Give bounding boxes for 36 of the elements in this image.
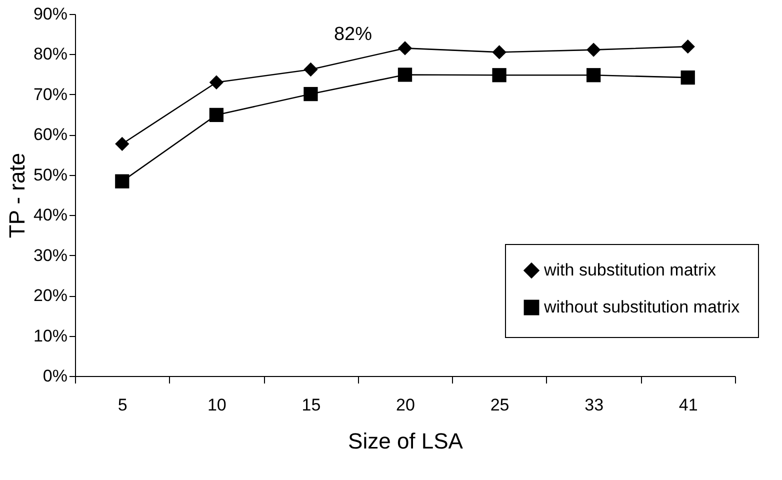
point — [586, 68, 601, 82]
point — [209, 108, 224, 122]
point — [304, 86, 318, 102]
point — [492, 68, 506, 82]
x-tick-label: 41 — [678, 396, 698, 414]
annotation: 82% — [334, 24, 372, 46]
x-tick-label: 25 — [490, 396, 510, 414]
point — [586, 42, 601, 57]
point — [209, 75, 224, 90]
point — [115, 136, 130, 151]
y-tick-label: 80% — [33, 44, 68, 64]
x-tick-label: 33 — [584, 396, 604, 414]
point — [680, 40, 695, 54]
point — [115, 174, 130, 188]
x-tick-label: 10 — [207, 396, 226, 414]
y-tick-label: 90% — [33, 4, 68, 24]
legend-label: without substitution matrix — [543, 298, 740, 316]
point — [304, 62, 318, 77]
y-tick-label: 70% — [33, 84, 68, 104]
x-tick-label: 5 — [118, 396, 128, 414]
y-tick-label: 20% — [33, 286, 68, 306]
x-tick-label: 15 — [302, 396, 321, 414]
y-tick-label: 60% — [33, 125, 68, 144]
y-tick-label: 40% — [33, 206, 68, 225]
y-axis-title: TP - rate — [4, 152, 30, 238]
x-tick-label: 20 — [396, 396, 415, 414]
point — [492, 45, 506, 60]
y-tick-label: 0% — [42, 366, 68, 386]
y-tick-label: 50% — [33, 165, 68, 184]
point — [398, 68, 412, 82]
y-tick-label: 30% — [33, 246, 68, 265]
y-tick-label: 10% — [33, 326, 68, 346]
x-axis-title: Size of LSA — [348, 428, 464, 454]
point — [398, 41, 412, 56]
legend-label: with substitution matrix — [543, 260, 716, 280]
point — [680, 70, 695, 85]
